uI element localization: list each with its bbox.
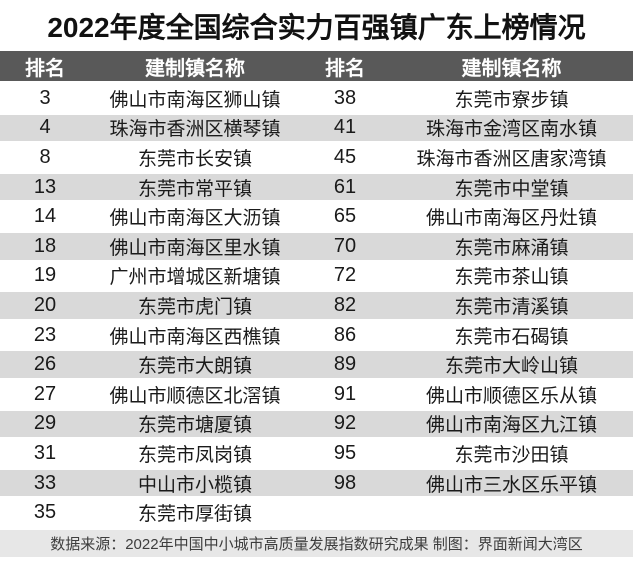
town-cell: 珠海市香洲区横琴镇 [109,119,281,141]
town-cell: 广州市增城区新塘镇 [109,267,281,289]
page-title: 2022年度全国综合实力百强镇广东上榜情况 [47,11,586,43]
source-note: 数据来源：2022年中国中小城市高质量发展指数研究成果 制图：界面新闻大湾区 [0,529,633,557]
rank-cell: 23 [33,323,57,346]
town-cell: 东莞市虎门镇 [137,296,252,318]
rank-cell: 98 [333,471,357,494]
table-row: 23 佛山市南海区西樵镇 86 东莞市石碣镇 [0,319,633,350]
town-cell: 佛山市南海区丹灶镇 [425,208,597,230]
column-header-name-right: 建制镇名称 [461,57,562,80]
rank-cell: 65 [333,205,357,228]
town-cell: 东莞市塘厦镇 [137,415,252,437]
rank-cell: 13 [33,175,57,198]
table-row: 13 东莞市常平镇 61 东莞市中堂镇 [0,171,633,202]
town-cell: 佛山市南海区九江镇 [425,415,597,437]
town-cell: 中山市小榄镇 [137,474,252,496]
table-row: 8 东莞市长安镇 45 珠海市香洲区唐家湾镇 [0,142,633,172]
table-row: 3 佛山市南海区狮山镇 38 东莞市寮步镇 [0,83,633,113]
table-header-row: 排名 建制镇名称 排名 建制镇名称 [0,51,633,81]
town-cell: 东莞市凤岗镇 [137,444,252,466]
town-cell: 佛山市三水区乐平镇 [425,474,597,496]
column-header-name-left: 建制镇名称 [145,57,245,80]
rank-cell: 95 [333,441,357,464]
table-row: 26 东莞市大朗镇 89 东莞市大岭山镇 [0,349,633,379]
town-cell: 东莞市茶山镇 [454,267,569,289]
column-header-rank-left: 排名 [25,57,65,80]
rank-cell: 27 [33,382,57,405]
rank-cell: 14 [33,205,57,228]
rank-cell: 3 [39,86,51,109]
town-cell: 东莞市清溪镇 [454,296,569,318]
rank-cell: 35 [33,501,57,524]
rank-cell: 31 [33,441,57,464]
town-cell: 佛山市南海区西樵镇 [109,326,281,348]
town-cell: 珠海市金湾区南水镇 [425,119,597,141]
table-row: 27 佛山市顺德区北滘镇 91 佛山市顺德区乐从镇 [0,378,633,409]
rank-cell: 92 [333,412,357,435]
rank-cell: 91 [333,382,357,405]
rank-cell: 20 [33,293,57,316]
rank-cell: 70 [333,234,357,257]
town-cell: 东莞市大岭山镇 [444,356,578,378]
rank-cell: 33 [33,471,57,494]
rank-cell: 82 [333,293,357,316]
table-row: 4 珠海市香洲区横琴镇 41 珠海市金湾区南水镇 [0,112,633,143]
column-header-rank-right: 排名 [325,57,365,80]
table-row: 14 佛山市南海区大沥镇 65 佛山市南海区丹灶镇 [0,201,633,231]
table-row: 35 东莞市厚街镇 [0,497,633,527]
rank-cell: 4 [39,116,51,139]
town-cell: 佛山市南海区狮山镇 [109,89,281,111]
town-cell: 佛山市南海区里水镇 [109,237,281,259]
table-row: 29 东莞市塘厦镇 92 佛山市南海区九江镇 [0,408,633,439]
table-row: 19 广州市增城区新塘镇 72 东莞市茶山镇 [0,260,633,291]
rank-cell: 18 [33,234,57,257]
town-cell: 东莞市麻涌镇 [454,237,569,259]
town-cell: 珠海市香洲区唐家湾镇 [416,148,607,170]
rank-cell: 8 [39,145,51,168]
rank-cell: 38 [333,86,357,109]
rank-cell: 19 [33,264,57,287]
rank-cell: 29 [33,412,57,435]
rank-cell: 26 [33,353,57,376]
town-cell: 东莞市常平镇 [137,178,252,200]
rank-cell: 41 [333,116,357,139]
table-row: 33 中山市小榄镇 98 佛山市三水区乐平镇 [0,467,633,498]
rank-cell: 89 [333,353,357,376]
rank-cell: 61 [333,175,357,198]
rank-cell: 86 [333,323,357,346]
rank-cell: 45 [333,145,357,168]
rank-cell: 72 [333,264,357,287]
town-cell: 佛山市南海区大沥镇 [109,208,281,230]
town-cell: 佛山市顺德区乐从镇 [425,385,597,407]
town-cell: 东莞市大朗镇 [137,356,252,378]
town-cell: 东莞市石碣镇 [454,326,569,348]
town-cell: 东莞市长安镇 [137,148,252,170]
town-cell: 东莞市沙田镇 [454,444,569,466]
town-cell: 东莞市厚街镇 [137,504,252,526]
town-cell: 佛山市顺德区北滘镇 [109,385,281,407]
table-row: 18 佛山市南海区里水镇 70 东莞市麻涌镇 [0,230,633,261]
town-cell: 东莞市寮步镇 [454,89,569,111]
table-row: 31 东莞市凤岗镇 95 东莞市沙田镇 [0,438,633,468]
town-cell: 东莞市中堂镇 [454,178,569,200]
table-row: 20 东莞市虎门镇 82 东莞市清溪镇 [0,290,633,320]
table-body: 3 佛山市南海区狮山镇 38 东莞市寮步镇 4 珠海市香洲区横琴镇 41 珠海市… [0,83,633,527]
